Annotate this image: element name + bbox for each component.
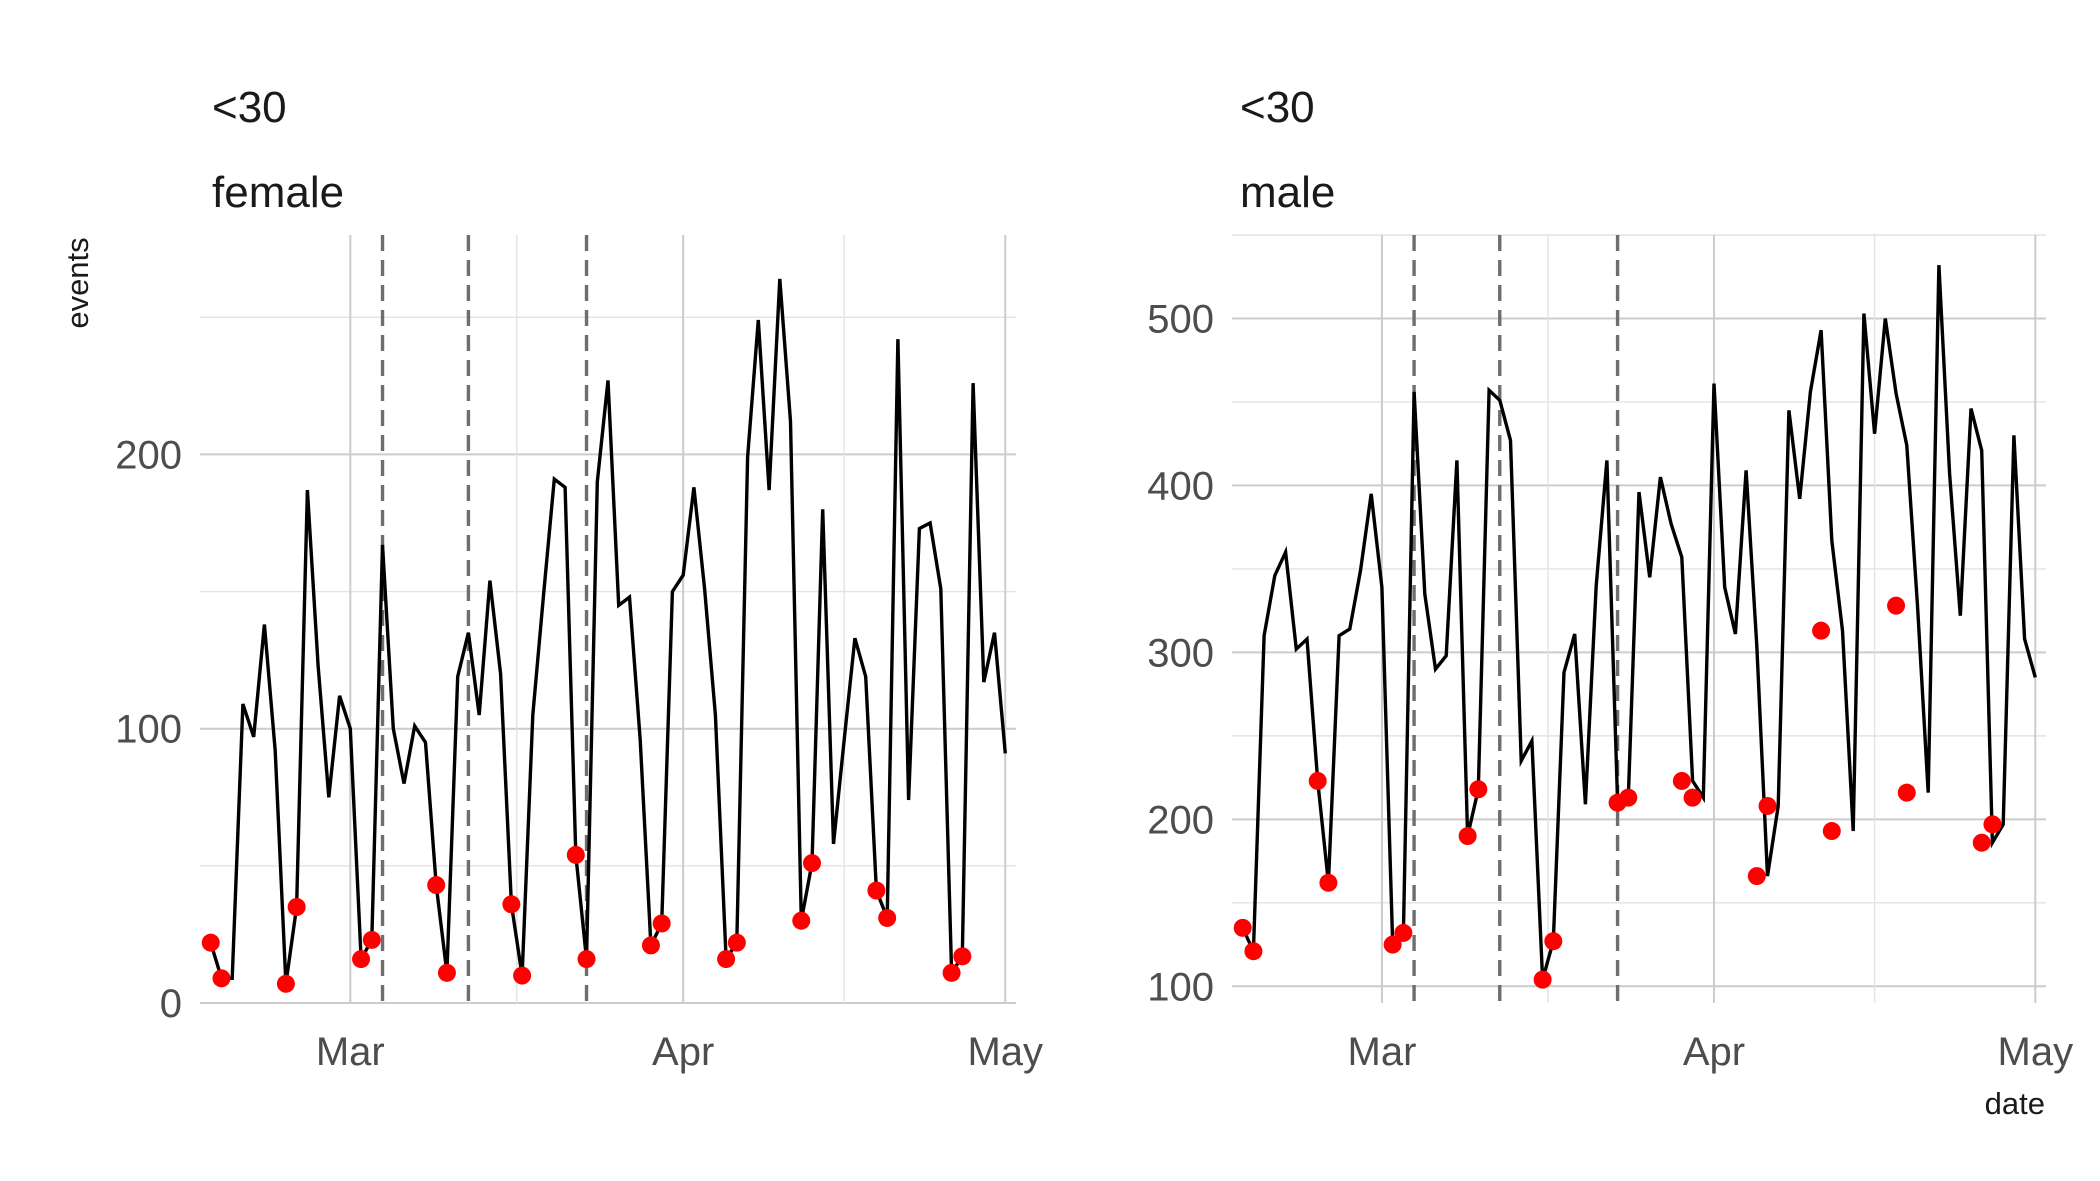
highlight-point [1683,788,1702,807]
highlight-point [577,950,596,969]
highlight-point [867,881,886,900]
highlight-points [201,845,972,993]
highlight-point [727,933,746,952]
x-tick-label: May [1998,1030,2074,1074]
highlight-point [1983,815,2002,834]
series-line [209,278,1007,985]
highlight-point [1233,918,1252,937]
highlight-point [1533,970,1552,989]
panel-subtitle: female [212,168,344,217]
panel-subtitle: male [1240,168,1335,217]
y-tick-label: 200 [1147,798,1214,842]
highlight-point [942,963,961,982]
highlight-point [437,963,456,982]
highlight-point [1747,867,1766,886]
highlight-point [1469,780,1488,799]
highlight-point [953,947,972,966]
highlight-point [1394,923,1413,942]
highlight-point [1887,596,1906,615]
highlight-point [1383,935,1402,954]
tick-labels: 0 100 200 Mar Apr May [115,433,1043,1074]
y-tick-label: 100 [1147,965,1214,1009]
y-axis-title: events [60,237,95,328]
panel-male: <30 male date 100 200 300 400 500 Mar Apr May [1147,83,2073,1121]
highlight-point [212,969,231,988]
highlight-point [1672,771,1691,790]
highlight-point [652,914,671,933]
x-tick-label: Mar [1348,1030,1417,1074]
x-tick-label: Mar [316,1030,385,1074]
highlight-point [1458,827,1477,846]
highlight-point [566,845,585,864]
highlight-point [641,936,660,955]
highlight-point [276,974,295,993]
tick-labels: 100 200 300 400 500 Mar Apr May [1147,297,2073,1074]
x-tick-label: May [967,1030,1043,1074]
highlight-point [1812,621,1831,640]
highlight-point [427,876,446,895]
x-axis-title: date [1985,1086,2045,1121]
y-tick-label: 0 [160,982,182,1026]
x-tick-label: Apr [652,1030,714,1074]
highlight-point [1972,833,1991,852]
panel-title: <30 [212,83,287,132]
highlight-point [717,950,736,969]
highlight-point [287,898,306,916]
highlight-point [1544,932,1563,951]
highlight-point [792,911,811,930]
highlight-point [878,908,897,927]
highlight-point [1822,822,1841,841]
highlight-point [362,930,381,949]
highlight-point [1619,788,1638,807]
grid [200,235,1016,1004]
highlight-point [1319,873,1338,892]
y-tick-label: 400 [1147,464,1214,508]
highlight-point [803,854,821,873]
x-tick-label: Apr [1683,1030,1745,1074]
highlight-point [1244,942,1263,961]
series-line [1241,265,2037,981]
reference-lines [380,235,589,1003]
series [1241,265,2037,981]
highlight-points [1233,596,2002,989]
y-tick-label: 300 [1147,631,1214,675]
reference-lines [1412,235,1620,1003]
highlight-point [502,895,521,914]
panel-title: <30 [1240,83,1315,132]
panel-female: <30 female events 0 100 200 Mar Apr May [60,83,1043,1074]
highlight-point [201,933,220,952]
highlight-point [1308,771,1327,790]
y-tick-label: 100 [115,708,182,752]
y-tick-label: 200 [115,433,182,477]
series [209,278,1007,985]
highlight-point [1758,796,1777,815]
y-tick-label: 500 [1147,297,1214,341]
highlight-point [513,966,532,985]
highlight-point [352,950,371,969]
highlight-point [1897,783,1916,802]
